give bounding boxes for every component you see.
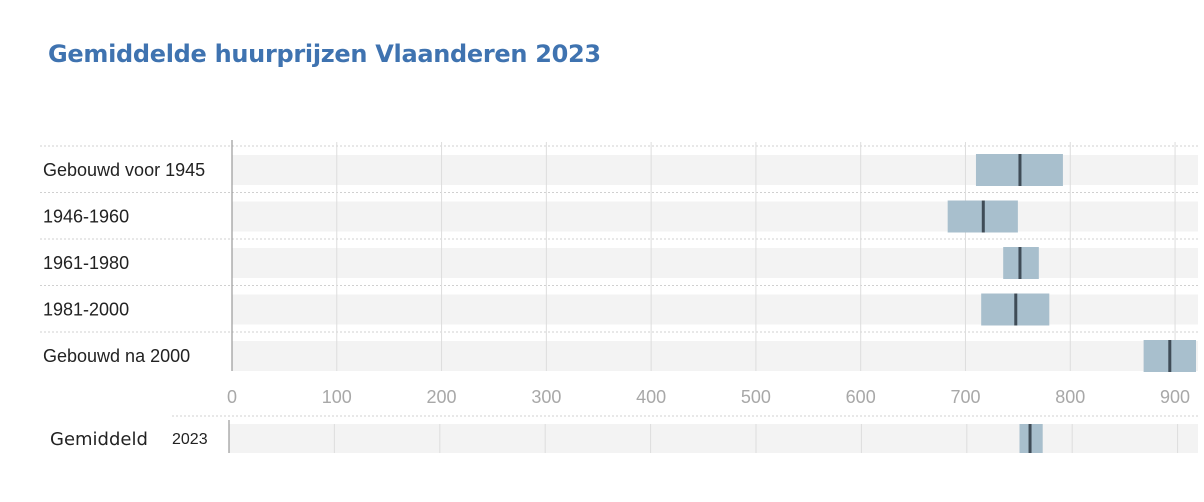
- tick-label: 500: [741, 387, 771, 407]
- category-label: Gebouwd na 2000: [43, 346, 190, 366]
- tick-label: 0: [227, 387, 237, 407]
- row-band: [232, 294, 1198, 325]
- category-label: 1981-2000: [43, 300, 129, 320]
- tick-label: 800: [1055, 387, 1085, 407]
- category-label: Gebouwd voor 1945: [43, 160, 205, 180]
- row-band: [232, 201, 1198, 232]
- summary-mean-marker: [1028, 424, 1032, 453]
- mean-marker: [1168, 340, 1172, 372]
- tick-label: 200: [427, 387, 457, 407]
- tick-label: 300: [531, 387, 561, 407]
- row-band: [232, 248, 1198, 278]
- mean-marker: [1018, 247, 1022, 279]
- tick-label: 400: [636, 387, 666, 407]
- tick-label: 100: [322, 387, 352, 407]
- row-band: [232, 341, 1198, 371]
- tick-label: 700: [950, 387, 980, 407]
- category-label: 1961-1980: [43, 253, 129, 273]
- chart-title: Gemiddelde huurprijzen Vlaanderen 2023: [48, 40, 601, 68]
- summary-row-label: 2023: [172, 431, 208, 448]
- tick-label: 600: [846, 387, 876, 407]
- category-label: 1946-1960: [43, 207, 129, 227]
- mean-marker: [1018, 154, 1022, 186]
- summary-group-label: Gemiddeld: [50, 429, 148, 450]
- tick-label: 900: [1160, 387, 1190, 407]
- summary-band: [229, 424, 1198, 453]
- mean-marker: [981, 200, 985, 233]
- mean-marker: [1014, 293, 1018, 326]
